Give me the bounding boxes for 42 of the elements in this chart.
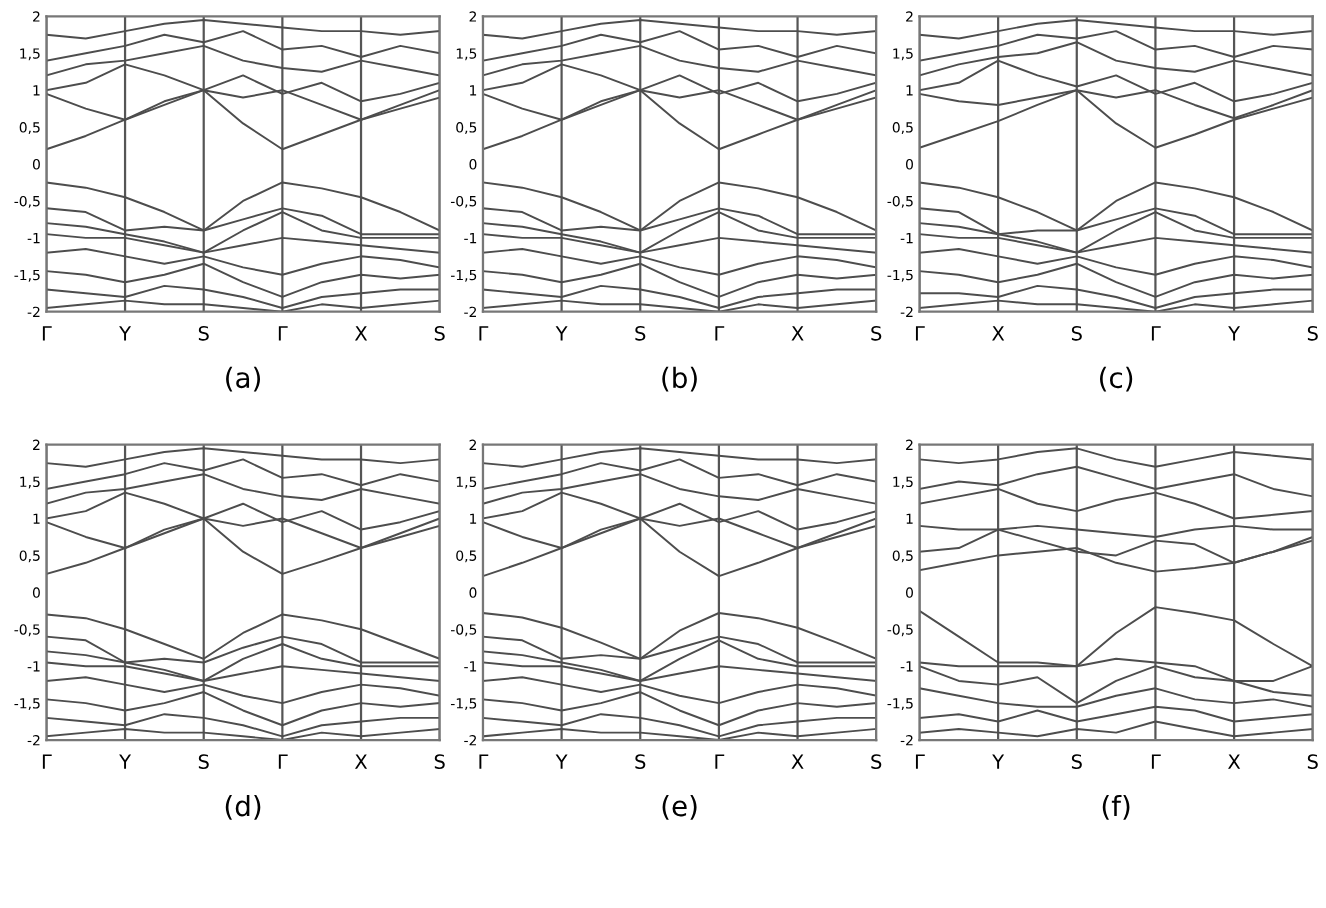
x-axis-title: (c): [1100, 366, 1133, 392]
x-tick-label: X: [354, 326, 368, 341]
x-tick-label: Γ: [479, 754, 489, 769]
x-tick-label: Γ: [915, 326, 925, 341]
x-tick-label: Γ: [915, 754, 925, 769]
x-tick-label: Γ: [278, 326, 288, 341]
x-tick-label: S: [434, 325, 445, 341]
x-tick-label: Y: [992, 754, 1005, 769]
x-tick-label: Γ: [715, 754, 725, 769]
x-tick-label: S: [434, 754, 445, 769]
x-tick-label: S: [635, 325, 646, 341]
x-tick-label: X: [992, 326, 1005, 341]
x-axis-title: (f): [1102, 794, 1130, 820]
x-tick-label: S: [1071, 754, 1082, 769]
x-tick-label: Γ: [715, 326, 725, 341]
x-axis-title: (b): [662, 366, 697, 392]
x-tick-label: X: [791, 754, 804, 769]
x-tick-label: S: [1307, 754, 1318, 769]
x-axis-title: (e): [662, 794, 697, 820]
x-tick-label: Γ: [278, 754, 288, 769]
x-tick-label: X: [354, 754, 368, 769]
x-tick-label: Y: [555, 754, 568, 769]
x-tick-label: Γ: [1151, 754, 1161, 769]
x-axis-title: (d): [225, 794, 261, 820]
x-tick-label: X: [791, 326, 804, 341]
x-tick-label: Γ: [479, 326, 489, 341]
x-tick-label: S: [635, 754, 646, 769]
x-tick-label: Y: [119, 754, 132, 769]
x-tick-label: S: [198, 325, 209, 341]
x-axis-title: (a): [226, 366, 261, 392]
x-tick-label: Y: [119, 326, 132, 341]
x-tick-label: S: [198, 754, 209, 769]
x-tick-label: Y: [555, 326, 568, 341]
x-tick-label: X: [1228, 754, 1241, 769]
x-tick-label: S: [871, 325, 882, 341]
x-tick-label: Γ: [42, 326, 52, 341]
x-tick-label: S: [1071, 325, 1082, 341]
x-tick-label: Y: [1228, 326, 1241, 341]
x-tick-label: Γ: [42, 754, 52, 769]
x-tick-label: Γ: [1151, 326, 1161, 341]
x-tick-label: S: [1307, 325, 1318, 341]
x-tick-label: S: [871, 754, 882, 769]
